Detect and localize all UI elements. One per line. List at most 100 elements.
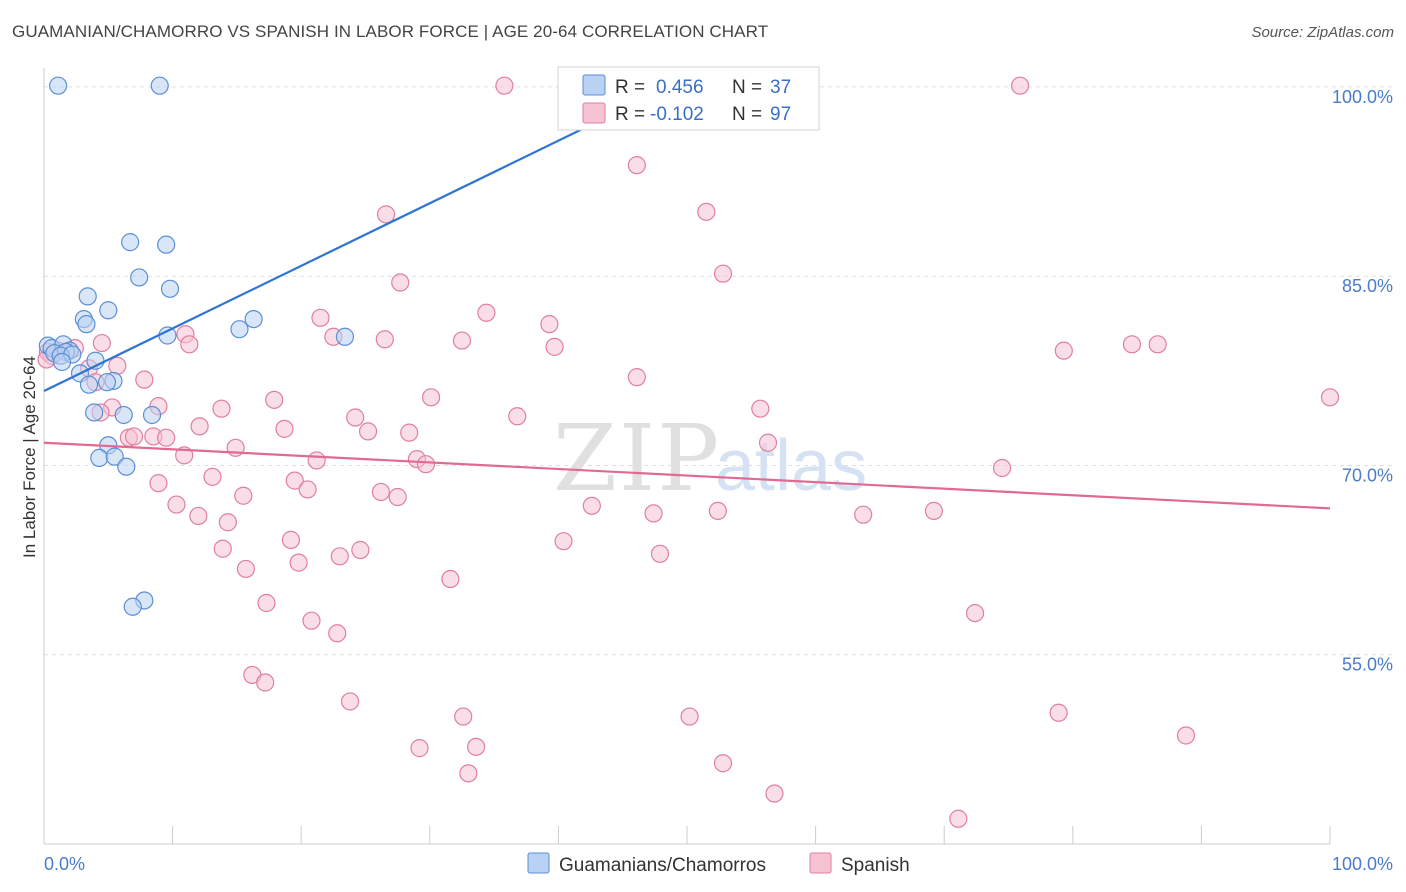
stats-swatch-guamanian (582, 74, 606, 96)
stats-n-value-spanish: 97 (770, 104, 791, 125)
point-spanish-91 (1049, 703, 1068, 722)
stats-legend: R = 0.456 N = 37 R = -0.102 N = 97 (557, 66, 820, 131)
point-spanish-95 (1320, 388, 1340, 407)
point-spanish-84 (854, 505, 873, 524)
point-spanish-81 (751, 399, 770, 418)
point-spanish-50 (376, 205, 396, 224)
point-spanish-72 (627, 368, 646, 387)
point-guamanian-31 (90, 448, 109, 467)
point-spanish-7 (108, 356, 127, 375)
point-guamanian-4 (130, 268, 149, 287)
point-spanish-37 (307, 451, 326, 470)
stats-swatch-spanish (582, 102, 606, 124)
point-guamanian-21 (52, 352, 72, 372)
legend-swatch-guamanian (527, 852, 550, 874)
bottom-legend: Guamanians/Chamorros Spanish (527, 852, 910, 876)
point-spanish-34 (285, 471, 304, 490)
point-guamanian-5 (160, 279, 180, 298)
y-tick-label-2: 70.0% (1342, 465, 1393, 485)
point-guamanian-9 (77, 315, 96, 334)
point-spanish-82 (758, 433, 778, 452)
point-guamanian-33 (117, 457, 136, 476)
point-spanish-35 (289, 553, 308, 572)
point-spanish-67 (540, 315, 559, 334)
point-spanish-23 (203, 467, 222, 486)
point-spanish-77 (697, 202, 716, 221)
point-spanish-86 (949, 809, 968, 828)
point-guamanian-3 (157, 235, 176, 254)
legend-swatch-spanish (809, 852, 832, 874)
point-spanish-79 (713, 264, 733, 283)
point-spanish-60 (452, 331, 472, 350)
point-guamanian-29 (142, 405, 162, 425)
stats-r-value-spanish: -0.102 (650, 104, 704, 125)
point-spanish-53 (391, 273, 410, 292)
point-guamanian-28 (114, 405, 133, 425)
point-guamanian-6 (78, 287, 97, 306)
stats-n-value-guamanian: 37 (770, 77, 791, 98)
watermark-atlas: atlas (715, 426, 867, 506)
point-spanish-80 (713, 754, 733, 773)
point-spanish-27 (234, 486, 253, 505)
trend-line-spanish (43, 441, 1331, 510)
y-tick-label-0: 100.0% (1332, 87, 1393, 107)
point-spanish-48 (256, 673, 275, 692)
point-spanish-39 (311, 308, 330, 327)
point-spanish-31 (265, 390, 284, 409)
point-spanish-44 (346, 408, 365, 427)
point-spanish-76 (680, 707, 699, 726)
chart-title: GUAMANIAN/CHAMORRO VS SPANISH IN LABOR F… (12, 22, 769, 41)
point-spanish-68 (545, 337, 564, 356)
y-axis-title: In Labor Force | Age 20-64 (20, 356, 39, 558)
x-tick-label-max: 100.0% (1332, 854, 1393, 874)
point-spanish-64 (477, 303, 496, 322)
stats-r-label-spanish: R = (615, 104, 645, 125)
point-spanish-40 (328, 624, 347, 643)
point-guamanian-7 (99, 301, 118, 320)
point-spanish-58 (421, 388, 441, 407)
point-spanish-69 (554, 532, 573, 551)
point-spanish-15 (157, 428, 176, 447)
point-spanish-8 (135, 370, 154, 389)
point-spanish-49 (371, 482, 391, 502)
point-spanish-87 (965, 603, 985, 623)
point-spanish-62 (459, 764, 478, 783)
point-spanish-89 (1010, 76, 1030, 95)
point-spanish-21 (189, 506, 208, 526)
point-guamanian-0 (49, 76, 68, 95)
point-guamanian-11 (230, 320, 249, 339)
point-spanish-63 (466, 737, 486, 756)
point-guamanian-1 (150, 76, 169, 95)
watermark-zip: ZIP (553, 405, 721, 512)
point-spanish-36 (298, 480, 317, 499)
point-guamanian-25 (79, 375, 99, 394)
stats-n-label-spanish: N = (732, 104, 762, 125)
point-spanish-93 (1148, 335, 1167, 354)
point-spanish-83 (765, 784, 784, 803)
point-spanish-28 (213, 539, 232, 558)
point-guamanian-35 (123, 597, 142, 616)
point-spanish-66 (508, 407, 527, 426)
stats-r-label-guamanian: R = (615, 77, 645, 98)
point-spanish-22 (190, 417, 209, 436)
point-spanish-17 (180, 335, 199, 354)
point-spanish-88 (992, 458, 1012, 478)
point-spanish-70 (582, 496, 601, 515)
point-spanish-92 (1122, 335, 1142, 354)
point-guamanian-12 (158, 326, 177, 345)
axes (43, 68, 1331, 845)
point-spanish-4 (92, 333, 111, 353)
point-spanish-57 (416, 455, 436, 474)
x-tick-label-min: 0.0% (44, 854, 85, 874)
point-spanish-41 (330, 547, 349, 566)
point-spanish-54 (400, 423, 419, 442)
legend-label-spanish: Spanish (841, 855, 910, 876)
point-spanish-71 (627, 156, 646, 175)
y-tick-label-3: 55.0% (1342, 655, 1393, 675)
point-guamanian-27 (85, 403, 104, 422)
point-spanish-29 (236, 559, 256, 579)
point-spanish-19 (149, 474, 168, 493)
point-spanish-30 (257, 593, 276, 613)
point-spanish-90 (1054, 341, 1073, 360)
point-guamanian-26 (97, 373, 117, 392)
